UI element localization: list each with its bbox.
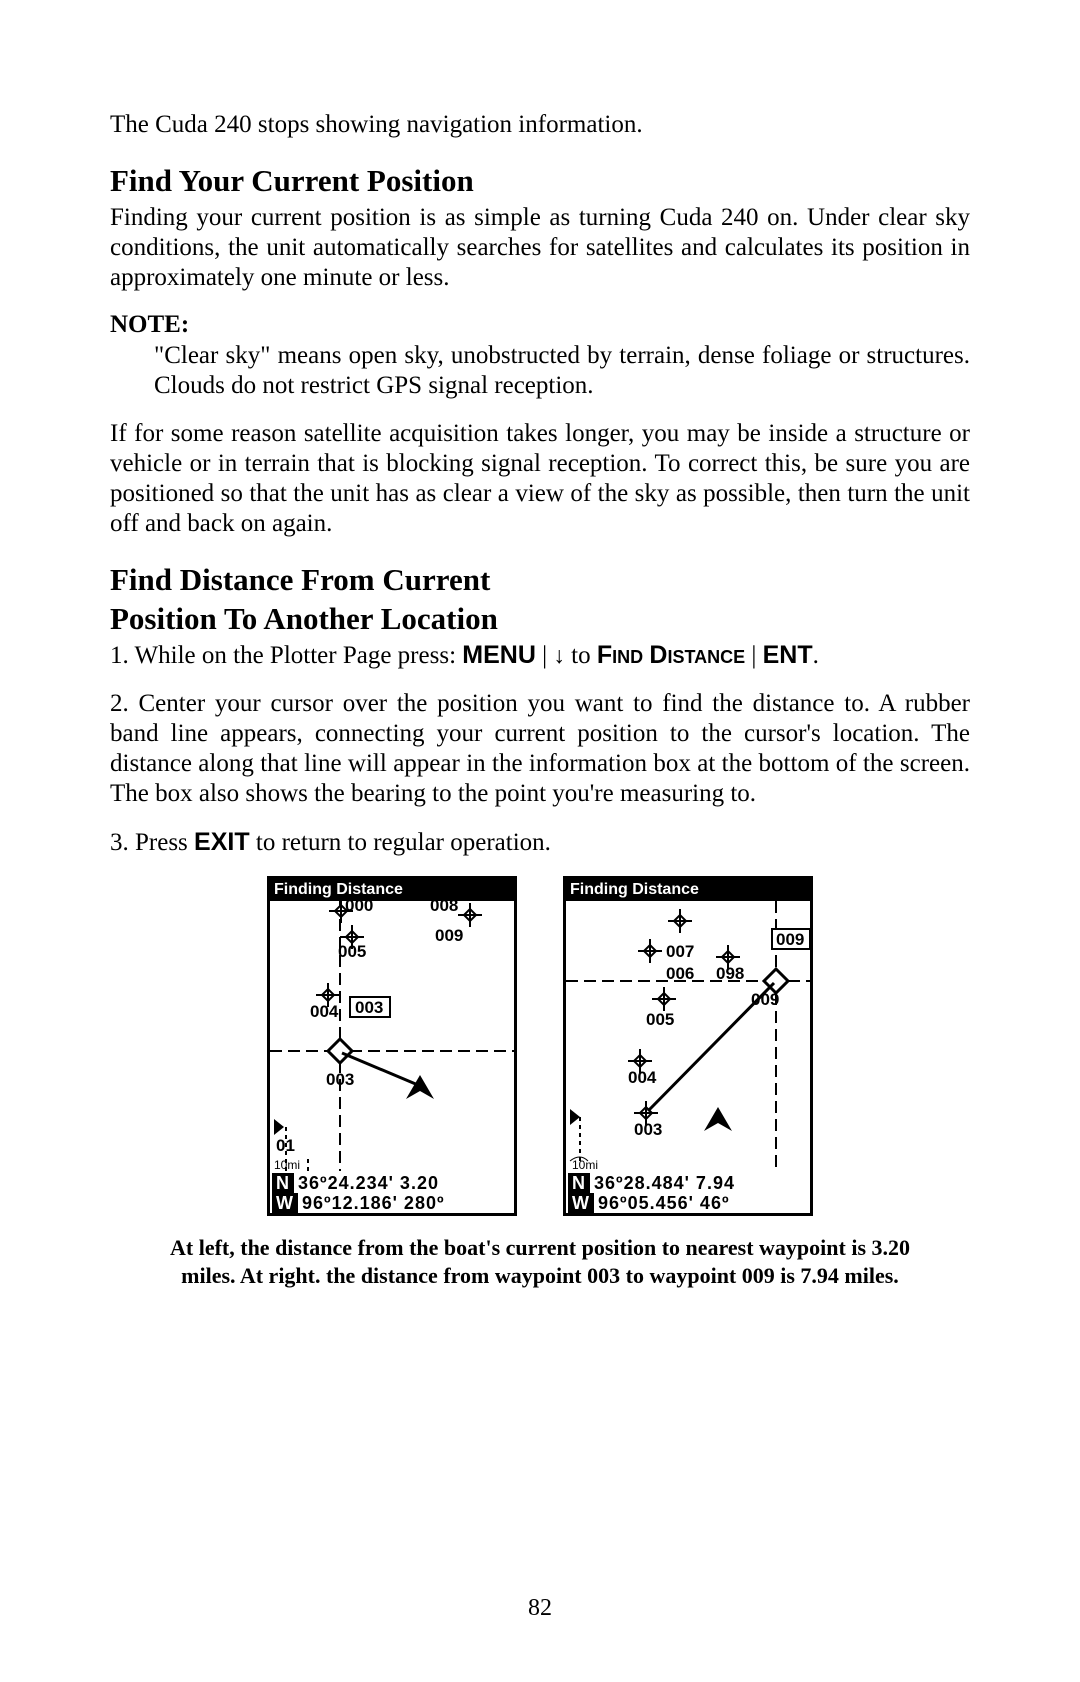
- wp004-label: 004: [310, 1002, 339, 1021]
- step-3: 3. Press EXIT to return to regular opera…: [110, 827, 970, 858]
- coord-w-left: W96º12.186' 280º: [272, 1193, 512, 1213]
- step3-exit-key: EXIT: [194, 828, 250, 856]
- step1-ent-key: ENT: [763, 641, 813, 669]
- heading-find-distance-l1: Find Distance From Current: [110, 561, 970, 600]
- plotter-left: 000 008 009: [270, 901, 514, 1171]
- waypoint-icon: [652, 987, 676, 1011]
- coord-n-right: N36º28.484' 7.94: [568, 1173, 808, 1193]
- boat-icon: [704, 1107, 732, 1131]
- waypoint-icon: [668, 909, 692, 933]
- wp007-label: 007: [666, 942, 694, 961]
- step1-pre: 1. While on the Plotter Page press:: [110, 642, 462, 669]
- waypoint-icon: [638, 939, 662, 963]
- step1-dist-d: D: [649, 641, 667, 669]
- heading-find-position: Find Your Current Position: [110, 162, 970, 201]
- step1-find-ind: IND: [612, 647, 643, 667]
- step1-dist-istance: ISTANCE: [667, 647, 745, 667]
- wp006-label: 006: [666, 964, 694, 983]
- note-body: "Clear sky" means open sky, unobstructed…: [110, 341, 970, 401]
- step-2: 2. Center your cursor over the position …: [110, 689, 970, 809]
- wp004-label-r: 004: [628, 1068, 657, 1087]
- wp009-box-label: 009: [776, 930, 804, 949]
- down-arrow-icon: ↓: [553, 643, 565, 668]
- figure-caption: At left, the distance from the boat's cu…: [170, 1234, 910, 1289]
- coord-w-right: W96º05.456' 46º: [568, 1193, 808, 1213]
- step1-find-f: F: [597, 641, 612, 669]
- step-1: 1. While on the Plotter Page press: MENU…: [110, 640, 970, 671]
- svg-text:000: 000: [345, 901, 373, 915]
- wp008-label: 008: [430, 901, 458, 915]
- wp003-label-r: 003: [634, 1120, 662, 1139]
- wp003-label: 003: [326, 1070, 354, 1089]
- titlebar-left: Finding Distance: [270, 879, 514, 901]
- waypoint-icon: [458, 903, 482, 927]
- step1-menu-key: MENU: [462, 641, 536, 669]
- wp098-label: 098: [716, 964, 744, 983]
- page-number: 82: [0, 1595, 1080, 1622]
- wp005-label-r: 005: [646, 1010, 674, 1029]
- step3-post: to return to regular operation.: [250, 829, 551, 856]
- boat-icon: [406, 1075, 434, 1099]
- wp005-label: 005: [338, 942, 366, 961]
- scale-label: 10mi: [274, 1158, 300, 1171]
- wp003-box-label: 003: [355, 998, 383, 1017]
- intro-paragraph: The Cuda 240 stops showing navigation in…: [110, 110, 970, 140]
- trail-marker-icon: [570, 1109, 580, 1125]
- coord-n-left: N36º24.234' 3.20: [272, 1173, 512, 1193]
- trail-marker-icon: [274, 1119, 284, 1135]
- figure-row: Finding Distance 000 008: [110, 876, 970, 1216]
- gps-screen-left: Finding Distance 000 008: [267, 876, 517, 1216]
- scale-label-r: 10mi: [572, 1158, 598, 1171]
- wp009-label: 009: [435, 926, 463, 945]
- paragraph-satellite: If for some reason satellite acquisition…: [110, 419, 970, 539]
- heading-find-distance-l2: Position To Another Location: [110, 600, 970, 639]
- gps-screen-right: Finding Distance 009 009: [563, 876, 813, 1216]
- note-label: NOTE:: [110, 311, 970, 339]
- plotter-right: 009 009 007: [566, 901, 810, 1171]
- paragraph-find-position: Finding your current position is as simp…: [110, 203, 970, 293]
- step3-pre: 3. Press: [110, 829, 194, 856]
- titlebar-right: Finding Distance: [566, 879, 810, 901]
